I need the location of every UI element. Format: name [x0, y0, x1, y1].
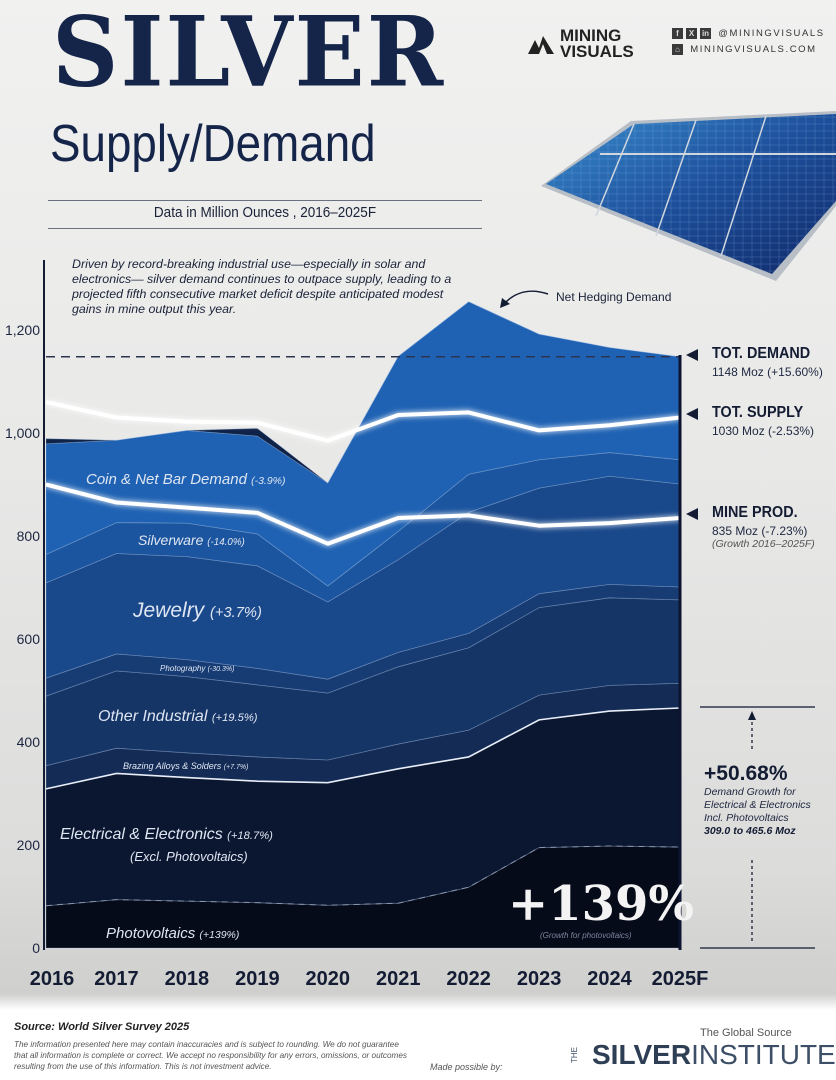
sponsor-tagline: The Global Source: [700, 1027, 792, 1039]
brand-name: MINING VISUALS: [560, 26, 634, 61]
y-axis-ticks: 0 200 400 600 800 1,000 1,200: [5, 322, 40, 956]
segment-labels: Photovoltaics (+139%) Electrical & Electr…: [60, 471, 286, 942]
sponsor-bold: SILVER: [592, 1039, 692, 1070]
net-hedging-arrow: [503, 290, 549, 305]
linkedin-icon[interactable]: in: [700, 28, 711, 39]
x-tick-label: 2018: [165, 968, 210, 990]
mountain-logo-icon: [528, 36, 554, 54]
series-lines: [45, 356, 681, 546]
brand-name-line1: MINING: [560, 26, 622, 45]
data-note: Data in Million Ounces , 2016–2025F: [153, 204, 377, 221]
x-tick-label: 2017: [94, 968, 139, 990]
intro-text: Driven by record-breaking industrial use…: [72, 257, 452, 316]
ee-growth-annotation: +50.68% Demand Growth for Electrical & E…: [704, 762, 834, 837]
x-tick-label: 2019: [235, 968, 280, 990]
tot-demand-title: TOT. DEMAND: [712, 345, 811, 362]
x-tick-label: 2021: [376, 968, 421, 990]
ee-growth-description: Demand Growth for Electrical & Electroni…: [704, 786, 834, 825]
pv-boundary: [45, 845, 681, 907]
segment-label: Jewelry (+3.7%): [132, 599, 262, 622]
facebook-icon[interactable]: f: [672, 28, 683, 39]
segment-label: Other Industrial (+19.5%): [98, 708, 258, 725]
divider: [48, 200, 482, 201]
ee-growth-desc-line3: Incl. Photovoltaics: [704, 812, 789, 824]
y-tick-label: 800: [17, 528, 41, 544]
y-tick-label: 0: [32, 940, 40, 956]
pv-growth-big: +139%: [508, 876, 695, 932]
x-tick-label: 2022: [446, 968, 491, 990]
y-tick-label: 600: [17, 631, 41, 647]
y-tick-label: 200: [17, 837, 41, 853]
mine-prod-marker-icon: [686, 508, 698, 520]
tot-demand-value: 1148 Moz (+15.60%): [712, 365, 823, 379]
brand-name-line2: VISUALS: [560, 42, 634, 61]
segment-label: Photography (-30.3%): [160, 664, 234, 673]
ee-growth-range: 309.0 to 465.6 Moz: [704, 825, 796, 837]
website-link[interactable]: MININGVISUALS.COM: [690, 44, 817, 56]
area-net-hedging-demand: [45, 301, 681, 484]
divider: [48, 228, 482, 229]
y-tick-label: 400: [17, 734, 41, 750]
made-possible-label: Made possible by:: [430, 1062, 503, 1072]
mine-prod-annotation: MINE PROD. 835 Moz (-7.23%) (Growth 2016…: [712, 504, 815, 550]
line-total-supply: [45, 400, 681, 443]
tot-demand-annotation: TOT. DEMAND 1148 Moz (+15.60%): [712, 345, 823, 379]
x-icon[interactable]: X: [686, 28, 697, 39]
disclaimer-text: The information presented here may conta…: [14, 1040, 408, 1071]
ee-growth-value: +50.68%: [704, 762, 788, 785]
arrow-head-icon: [500, 298, 510, 308]
source-label: Source: World Silver Survey 2025: [14, 1021, 190, 1033]
page-subtitle: Supply/Demand: [50, 115, 376, 173]
ee-total-boundary: [45, 707, 681, 790]
tot-supply-annotation: TOT. SUPPLY 1030 Moz (-2.53%): [712, 404, 814, 438]
growth-period-note: (Growth 2016–2025F): [712, 538, 815, 550]
line-mine-production: [45, 482, 681, 546]
up-arrow-icon: [748, 711, 756, 720]
segment-label: Brazing Alloys & Solders (+7.7%): [123, 761, 248, 771]
segment-label: Silverware (-14.0%): [138, 532, 245, 548]
x-tick-label: 2020: [306, 968, 351, 990]
area-layers: [45, 301, 681, 949]
ee-growth-desc-line2: Electrical & Electronics: [704, 799, 811, 811]
page-title: SILVER: [52, 0, 446, 109]
x-tick-label: 2016: [30, 968, 75, 990]
pv-growth-note: (Growth for photovoltaics): [540, 931, 632, 940]
y-tick-label: 1,000: [5, 425, 40, 441]
segment-sublabel: (Excl. Photovoltaics): [130, 849, 248, 864]
tot-demand-marker-icon: [686, 349, 698, 361]
mine-prod-value: 835 Moz (-7.23%): [712, 524, 808, 538]
sponsor-light: INSTITUTE: [691, 1039, 836, 1070]
tot-supply-marker-icon: [686, 408, 698, 420]
x-axis-ticks: 2016 2017 2018 2019 2020 2021 2022 2023 2024 2025…: [30, 968, 709, 990]
home-icon[interactable]: ⌂: [672, 44, 683, 56]
mine-prod-title: MINE PROD.: [712, 504, 798, 521]
x-tick-label: 2025F: [652, 968, 709, 990]
net-hedging-label: Net Hedging Demand: [556, 290, 671, 304]
y-tick-label: 1,200: [5, 322, 40, 338]
segment-label: Electrical & Electronics (+18.7%): [60, 826, 273, 843]
x-tick-label: 2024: [587, 968, 632, 990]
segment-label: Photovoltaics (+139%): [106, 925, 239, 942]
stacked-area-chart: 0 200 400 600 800 1,000 1,200 2016 2017 2018 2019…: [5, 260, 815, 990]
social-handle[interactable]: @MININGVISUALS: [718, 28, 825, 40]
solar-panel-image: [541, 111, 836, 281]
ee-growth-desc-line1: Demand Growth for: [704, 786, 796, 798]
sponsor-the: THE: [570, 1047, 579, 1063]
segment-label: Coin & Net Bar Demand (-3.9%): [86, 471, 286, 488]
tot-supply-title: TOT. SUPPLY: [712, 404, 804, 421]
mining-visuals-logo: MINING VISUALS: [528, 26, 634, 61]
x-tick-label: 2023: [517, 968, 562, 990]
tot-supply-value: 1030 Moz (-2.53%): [712, 424, 815, 438]
silver-institute-logo: THE SILVER INSTITUTE: [560, 1040, 836, 1070]
